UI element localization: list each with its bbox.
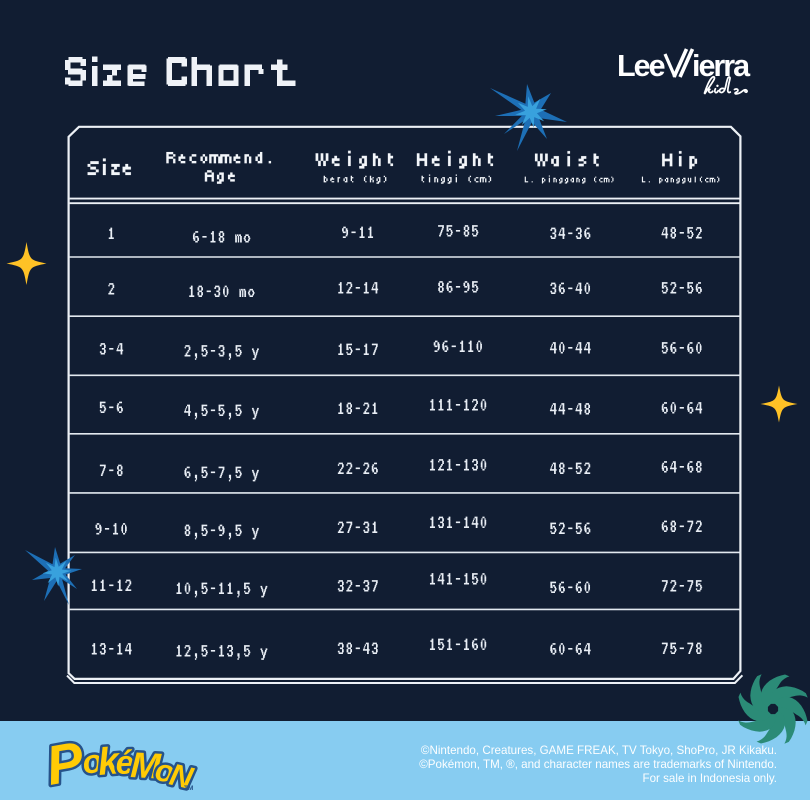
svg-text:TM: TM: [184, 785, 193, 792]
svg-text:M: M: [130, 744, 163, 787]
svg-text:é: é: [115, 743, 135, 781]
